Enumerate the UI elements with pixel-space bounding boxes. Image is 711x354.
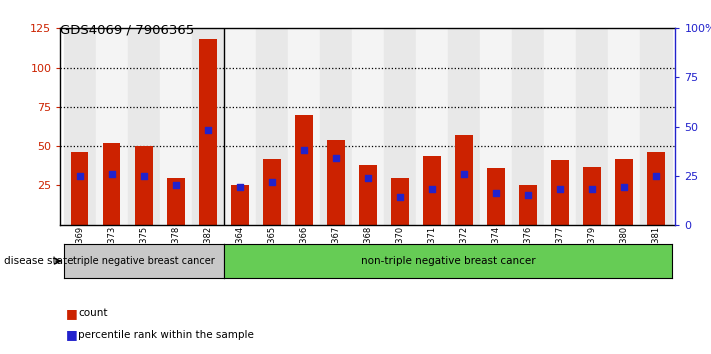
Bar (167, 178, 185, 225)
Bar (224, 28, 256, 225)
Text: percentile rank within the sample: percentile rank within the sample (78, 330, 254, 339)
Point (266, 179, 277, 184)
Point (362, 175, 373, 181)
Text: non-triple negative breast cancer: non-triple negative breast cancer (360, 256, 535, 266)
Bar (192, 28, 224, 225)
Bar (327, 140, 345, 225)
Point (74, 173, 85, 178)
Bar (128, 28, 160, 225)
Bar (583, 167, 601, 225)
Point (298, 147, 309, 153)
Point (427, 187, 438, 192)
Text: triple negative breast cancer: triple negative breast cancer (73, 256, 215, 266)
Bar (487, 168, 505, 225)
Bar (551, 160, 569, 225)
Bar (448, 28, 480, 225)
Bar (512, 28, 544, 225)
Bar (231, 185, 249, 225)
Bar (64, 28, 96, 225)
Bar (608, 28, 640, 225)
Text: disease state: disease state (4, 256, 73, 266)
Bar (616, 159, 633, 225)
Point (587, 187, 598, 192)
Bar (455, 135, 473, 225)
Point (330, 155, 341, 161)
Point (170, 183, 181, 188)
Text: ■: ■ (65, 328, 77, 341)
Bar (135, 146, 153, 225)
Bar (416, 28, 448, 225)
Bar (96, 28, 128, 225)
Text: count: count (78, 308, 107, 318)
Bar (544, 28, 576, 225)
Bar (576, 28, 608, 225)
Bar (160, 28, 192, 225)
Bar (288, 28, 320, 225)
Point (234, 185, 245, 190)
Bar (519, 185, 537, 225)
Point (619, 185, 630, 190)
Bar (71, 153, 88, 225)
Point (491, 190, 502, 196)
Point (651, 173, 662, 178)
Bar (480, 28, 512, 225)
Bar (391, 178, 409, 225)
Text: ■: ■ (65, 307, 77, 320)
Point (459, 171, 470, 177)
Bar (648, 153, 665, 225)
Point (555, 187, 566, 192)
Point (138, 173, 149, 178)
Point (106, 171, 117, 177)
Bar (263, 159, 281, 225)
Bar (352, 28, 384, 225)
Bar (295, 115, 313, 225)
Point (395, 194, 406, 200)
Bar (256, 28, 288, 225)
Bar (384, 28, 416, 225)
Bar (640, 28, 672, 225)
Point (523, 193, 534, 198)
Point (202, 128, 213, 133)
Bar (423, 156, 441, 225)
Bar (320, 28, 352, 225)
Text: GDS4069 / 7906365: GDS4069 / 7906365 (60, 23, 195, 36)
Bar (103, 143, 120, 225)
Bar (199, 39, 217, 225)
Bar (359, 165, 377, 225)
